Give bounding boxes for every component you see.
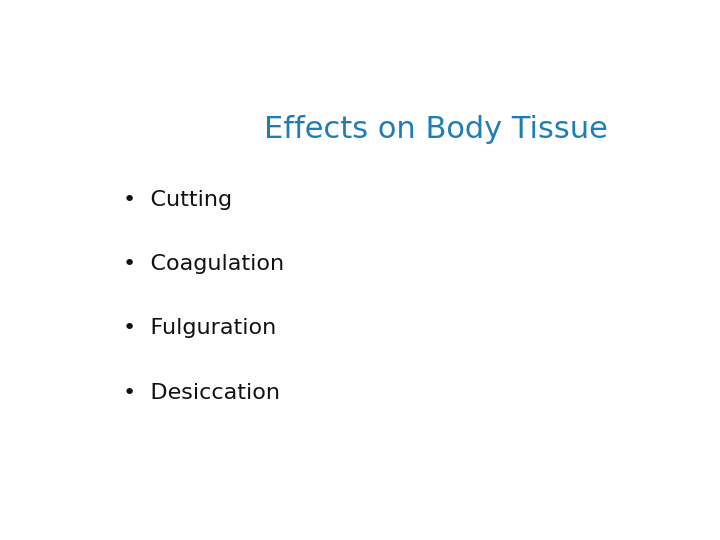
Text: •  Coagulation: • Coagulation: [124, 254, 284, 274]
Text: •  Cutting: • Cutting: [124, 190, 233, 210]
Text: •  Fulguration: • Fulguration: [124, 319, 276, 339]
Text: •  Desiccation: • Desiccation: [124, 383, 281, 403]
Text: Effects on Body Tissue: Effects on Body Tissue: [264, 114, 608, 144]
